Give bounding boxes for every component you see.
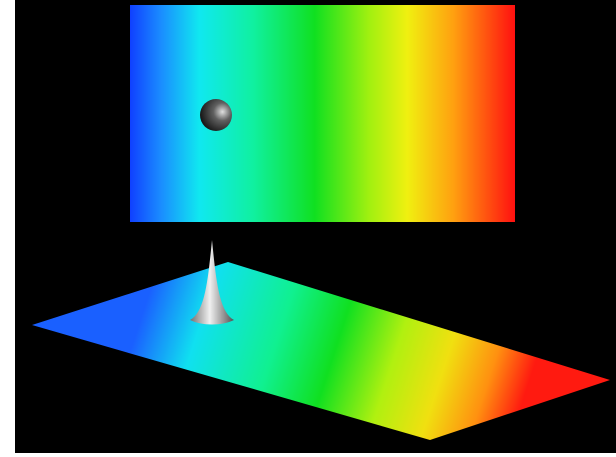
sphere <box>200 99 232 131</box>
vertical-slice <box>130 5 515 222</box>
horizontal-plane <box>32 262 610 440</box>
spike <box>190 240 234 325</box>
